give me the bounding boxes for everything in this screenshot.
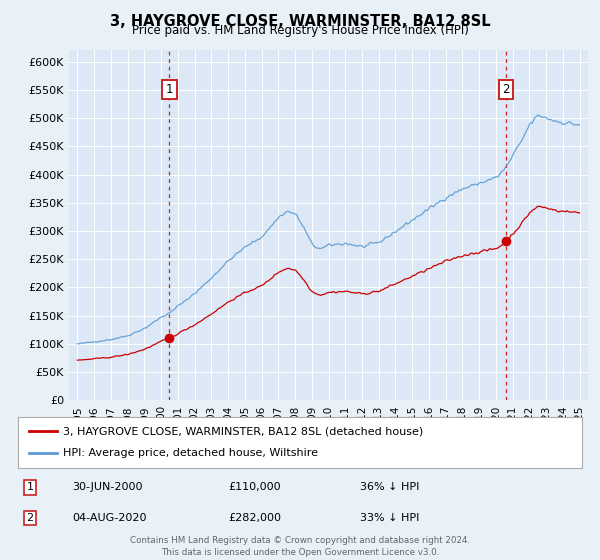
Text: 36% ↓ HPI: 36% ↓ HPI (360, 482, 419, 492)
Text: Price paid vs. HM Land Registry's House Price Index (HPI): Price paid vs. HM Land Registry's House … (131, 24, 469, 37)
Text: 1: 1 (166, 83, 173, 96)
Text: 2: 2 (502, 83, 509, 96)
Text: HPI: Average price, detached house, Wiltshire: HPI: Average price, detached house, Wilt… (63, 449, 318, 459)
Text: Contains HM Land Registry data © Crown copyright and database right 2024.
This d: Contains HM Land Registry data © Crown c… (130, 536, 470, 557)
Text: 2: 2 (26, 513, 34, 523)
Text: £110,000: £110,000 (228, 482, 281, 492)
Text: £282,000: £282,000 (228, 513, 281, 523)
Text: 33% ↓ HPI: 33% ↓ HPI (360, 513, 419, 523)
Text: 30-JUN-2000: 30-JUN-2000 (72, 482, 143, 492)
Text: 1: 1 (26, 482, 34, 492)
Text: 3, HAYGROVE CLOSE, WARMINSTER, BA12 8SL: 3, HAYGROVE CLOSE, WARMINSTER, BA12 8SL (110, 14, 490, 29)
Text: 04-AUG-2020: 04-AUG-2020 (72, 513, 146, 523)
Text: 3, HAYGROVE CLOSE, WARMINSTER, BA12 8SL (detached house): 3, HAYGROVE CLOSE, WARMINSTER, BA12 8SL … (63, 426, 424, 436)
